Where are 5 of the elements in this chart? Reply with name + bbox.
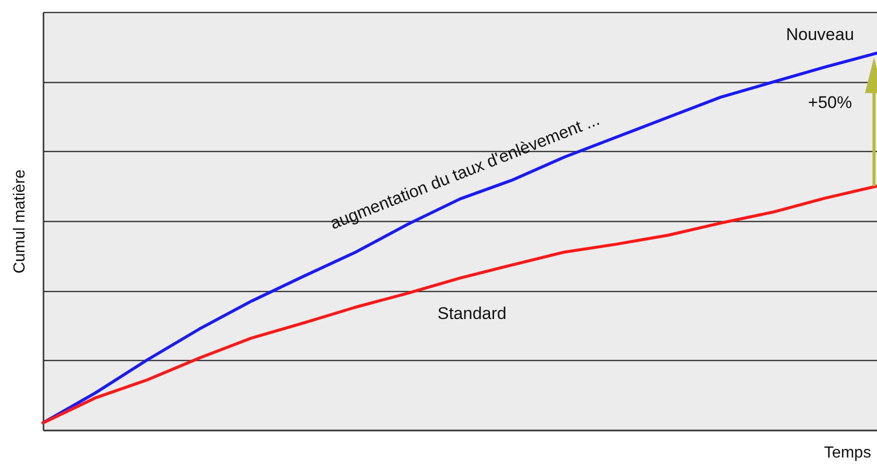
y-axis-title: Cumul matière [12,169,28,274]
x-axis-title: Temps [824,444,872,462]
series-label: Nouveau [786,25,854,44]
series-label: Standard [438,304,506,323]
annotation: +50% [808,93,852,112]
